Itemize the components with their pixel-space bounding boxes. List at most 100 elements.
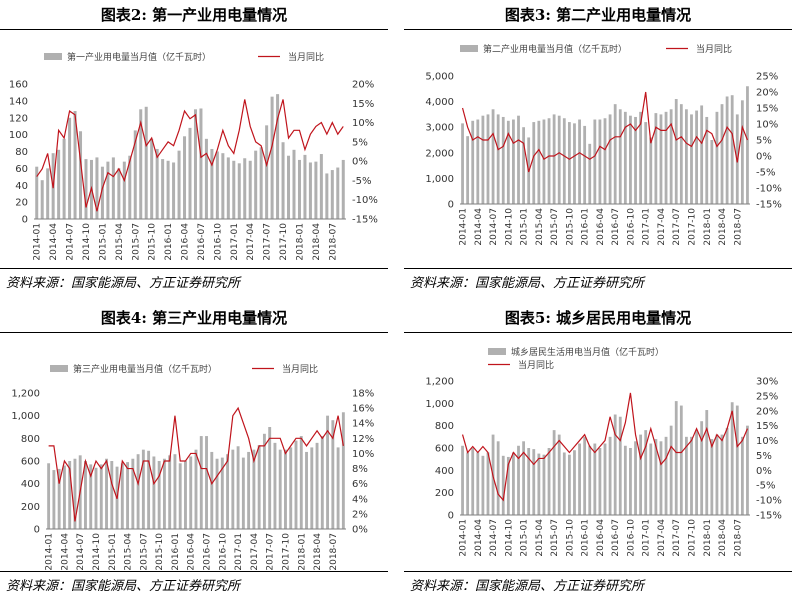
bar <box>110 461 114 529</box>
bar <box>100 166 104 219</box>
bar <box>336 167 340 219</box>
bar <box>189 456 193 529</box>
legend-bar-label: 城乡居民生活用电当月值（亿千瓦时） <box>511 346 664 358</box>
bar <box>746 86 749 204</box>
bar <box>532 122 536 204</box>
bar <box>265 125 269 219</box>
bar <box>664 436 668 515</box>
x-tick-label: 2018-01 <box>295 223 305 261</box>
bar <box>578 119 581 204</box>
y-tick-label: 1,000 <box>425 174 454 185</box>
y2-tick-label: 4% <box>352 494 368 505</box>
y-tick-label: 60 <box>15 164 28 175</box>
bar <box>700 105 704 204</box>
bar <box>552 430 556 515</box>
x-tick-label: 2014-01 <box>459 208 469 246</box>
bar <box>278 449 282 529</box>
bar <box>162 458 166 529</box>
title-rule <box>404 332 792 333</box>
chart-panel-3: 图表4: 第三产业用电量情况 0 200 400 600 800 1,000 1,200 0%… <box>0 303 388 603</box>
x-tick-label: 2018-01 <box>703 519 713 557</box>
bar <box>730 95 734 204</box>
bar <box>292 149 296 219</box>
bar <box>623 111 627 204</box>
bar <box>144 106 148 219</box>
bar <box>111 157 115 219</box>
x-tick-label: 2014-07 <box>489 208 499 246</box>
bar <box>567 454 571 515</box>
bar <box>461 123 464 204</box>
x-tick-label: 2015-01 <box>98 223 108 261</box>
x-tick-label: 2015-04 <box>115 223 125 261</box>
bar <box>117 168 121 220</box>
legend-bar-label: 第一产业用电量当月值（亿千瓦时） <box>67 51 211 63</box>
bar <box>593 443 597 515</box>
x-tick-label: 2016-04 <box>596 208 606 246</box>
x-tick-label: 2015-07 <box>550 208 560 246</box>
bar <box>57 468 61 529</box>
bar <box>644 430 648 515</box>
y-tick-label: 1,200 <box>425 377 454 388</box>
y2-tick-label: 16% <box>352 404 374 415</box>
bar <box>252 449 256 529</box>
bar <box>634 116 637 204</box>
yoy-line <box>48 406 344 522</box>
bar <box>608 436 612 515</box>
bar <box>128 155 132 219</box>
bar <box>84 159 88 219</box>
x-tick-label: 2016-07 <box>197 223 207 261</box>
bar <box>542 119 546 204</box>
bar <box>481 115 485 204</box>
x-tick-label: 2015-10 <box>565 208 575 246</box>
panel-title: 图表5: 城乡居民用电量情况 <box>504 309 692 327</box>
bar <box>320 436 324 529</box>
y2-tick-label: 0% <box>756 152 772 163</box>
bar <box>629 448 632 515</box>
bar <box>57 149 61 219</box>
bar <box>221 153 225 219</box>
source-rule <box>0 268 388 269</box>
bar <box>710 140 714 204</box>
bar <box>178 463 182 529</box>
bar <box>259 147 263 219</box>
bar <box>204 138 208 219</box>
bar <box>89 464 93 529</box>
bar <box>715 111 719 204</box>
legend-line-label: 当月同比 <box>282 363 318 375</box>
x-tick-label: 2017-07 <box>672 519 682 557</box>
panel-title: 图表4: 第三产业用电量情况 <box>100 309 288 327</box>
bar <box>35 166 39 219</box>
x-tick-label: 2018-01 <box>703 208 713 246</box>
x-tick-label: 2016-01 <box>164 223 174 261</box>
bar <box>679 405 683 515</box>
bar <box>501 455 505 515</box>
bar <box>270 96 274 219</box>
x-tick-label: 2016-01 <box>581 208 591 246</box>
y2-tick-label: 12% <box>352 434 374 445</box>
bar <box>122 161 126 220</box>
bar <box>325 173 329 219</box>
bar <box>506 456 510 515</box>
panel-title: 图表2: 第一产业用电量情况 <box>100 6 288 24</box>
x-tick-label: 2017-01 <box>234 533 244 571</box>
bar <box>603 118 607 204</box>
bar <box>94 467 98 529</box>
y-tick-label: 80 <box>15 147 28 158</box>
x-tick-label: 2014-07 <box>489 519 499 557</box>
bar <box>517 115 520 204</box>
bar <box>695 430 698 515</box>
x-tick-label: 2015-10 <box>148 223 158 261</box>
bar <box>126 462 130 529</box>
x-tick-label: 2015-01 <box>520 208 530 246</box>
bar <box>315 442 319 529</box>
bar <box>147 450 151 529</box>
x-tick-label: 2018-04 <box>718 519 728 557</box>
y2-tick-label: 15% <box>352 99 374 110</box>
bar <box>73 458 77 529</box>
x-tick-label: 2014-01 <box>45 533 55 571</box>
x-tick-label: 2018-07 <box>329 533 339 571</box>
bar <box>618 109 622 204</box>
bar <box>471 448 475 515</box>
bar <box>62 465 66 529</box>
x-tick-label: 2017-07 <box>263 223 273 261</box>
